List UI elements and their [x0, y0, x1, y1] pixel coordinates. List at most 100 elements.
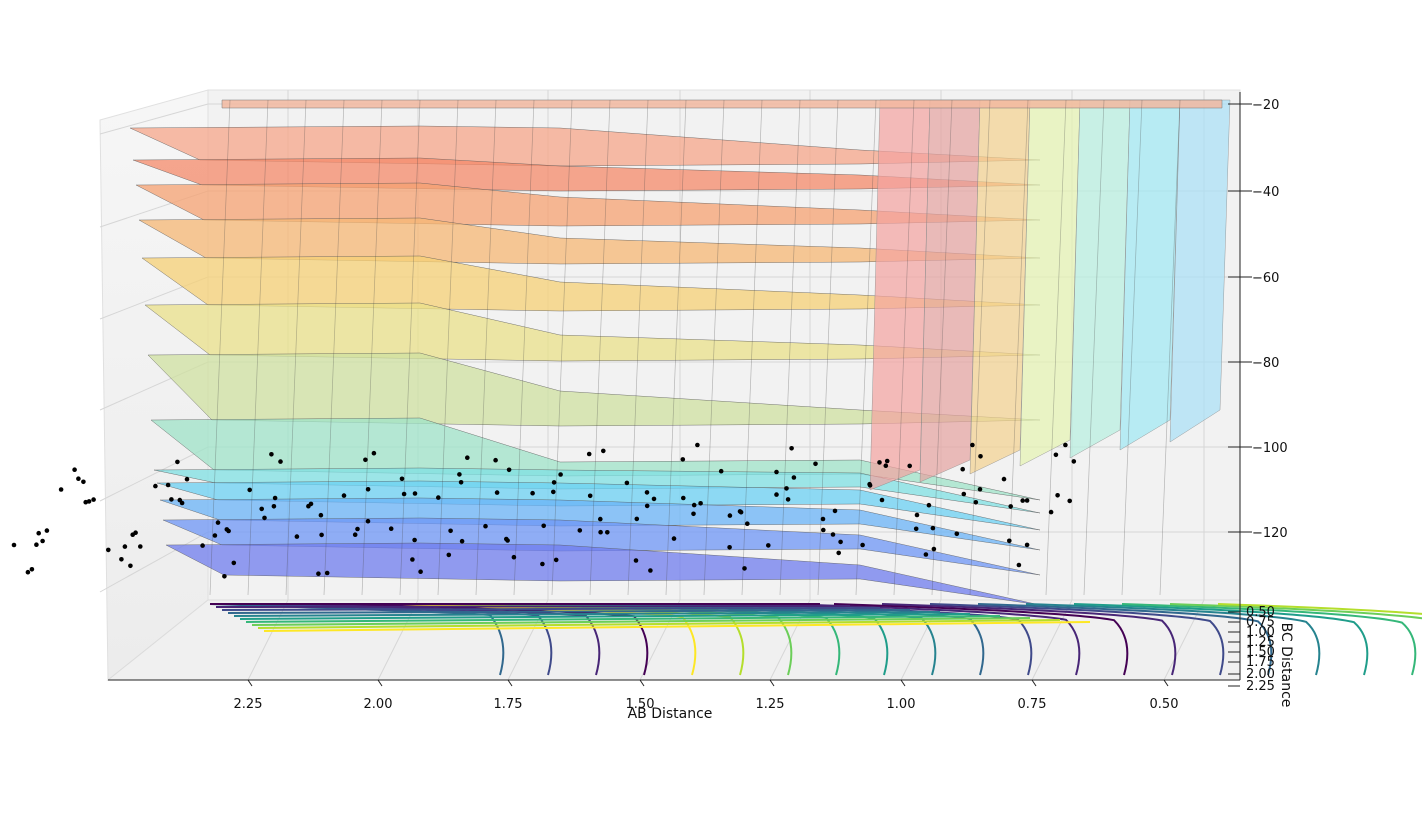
trajectory-point	[505, 538, 510, 543]
trajectory-point	[355, 526, 360, 532]
energy-surface	[129, 99, 1231, 606]
trajectory-point	[1020, 498, 1025, 503]
trajectory-point	[1048, 509, 1054, 515]
trajectory-point	[634, 516, 640, 522]
contour-trench-line	[257, 619, 1061, 629]
z-tick-label: −40	[1252, 185, 1279, 200]
x-tick-label: 1.00	[887, 697, 916, 712]
contour-line	[881, 603, 1177, 676]
trajectory-point	[262, 515, 267, 521]
contour-trench-line	[263, 621, 1091, 632]
surface-mesh-line	[551, 99, 573, 596]
z-tick-label: −120	[1252, 526, 1288, 541]
x-tick-label: 1.50	[626, 697, 655, 712]
trajectory-point	[1016, 562, 1022, 568]
trajectory-point	[540, 561, 545, 567]
trajectory-point	[836, 550, 841, 556]
x-grid-line-floor	[1163, 599, 1205, 681]
surface-mesh-line	[1121, 99, 1143, 596]
trajectory-point	[624, 480, 630, 486]
trajectory-point	[511, 554, 517, 560]
trajectory-point	[1063, 442, 1068, 448]
surface-mesh-line	[741, 99, 763, 596]
surface-mesh-line	[817, 99, 839, 596]
contour-trench-line	[233, 611, 941, 617]
contour-line	[1025, 603, 1321, 676]
trajectory-point	[1001, 476, 1007, 482]
trajectory-point	[1024, 498, 1030, 503]
trajectory-point	[153, 483, 158, 489]
surface-wall-panel	[969, 99, 1031, 475]
surface-rim	[221, 99, 1223, 109]
y-axis-ticks: 0.500.751.001.251.501.752.002.25	[1228, 605, 1275, 694]
y-tick-label: 1.50	[1246, 645, 1275, 660]
contour-line	[929, 603, 1225, 676]
surface-mesh-line	[1045, 99, 1067, 596]
trajectory-point	[978, 454, 983, 459]
x-tick-mark	[1163, 679, 1169, 687]
trajectory-point	[175, 459, 180, 465]
y-tick-label: 2.00	[1246, 667, 1275, 682]
y-tick-label: 2.25	[1246, 679, 1275, 694]
trajectory-point	[530, 490, 535, 496]
trajectory-point	[448, 528, 453, 534]
trajectory-point	[551, 480, 557, 485]
contour-line	[401, 603, 697, 676]
x-tick-label: 0.75	[1018, 697, 1047, 712]
trajectory-point	[412, 537, 417, 543]
trajectory-point	[215, 520, 221, 525]
trajectory-point	[1067, 498, 1072, 504]
z-tick-label: −100	[1252, 441, 1288, 456]
trajectory-point	[737, 509, 743, 514]
trajectory-point	[644, 503, 650, 509]
trajectory-point	[553, 557, 559, 563]
trajectory-points	[11, 442, 1077, 579]
trajectory-point	[388, 526, 394, 531]
x-tick-label: 1.75	[494, 697, 523, 712]
trajectory-point	[791, 475, 797, 480]
z-grid-line-left	[99, 446, 209, 502]
y-tick-label: 0.75	[1246, 615, 1275, 630]
surface-mesh-line	[779, 99, 801, 596]
surface-mesh-line	[1083, 99, 1105, 596]
x-grid-line-floor	[377, 599, 419, 681]
trajectory-point	[789, 446, 794, 451]
trajectory-point	[36, 530, 41, 536]
trajectory-point	[29, 567, 35, 572]
trajectory-point	[306, 503, 311, 509]
x-tick-mark	[769, 679, 775, 687]
trajectory-point	[1007, 538, 1012, 544]
trajectory-point	[259, 506, 265, 512]
trajectory-point	[271, 504, 277, 509]
trajectory-point	[745, 521, 750, 526]
trajectory-point	[644, 490, 650, 495]
trajectory-point	[930, 525, 936, 531]
trajectory-point	[200, 543, 205, 548]
trajectory-point	[830, 532, 836, 537]
contour-trench-line	[239, 613, 971, 620]
x-tick-mark	[377, 679, 383, 687]
trajectory-point	[977, 487, 983, 492]
trajectory-point	[914, 512, 920, 518]
surface-mesh-line	[1007, 99, 1029, 596]
trajectory-point	[247, 487, 252, 493]
y-tick-label: 1.00	[1246, 625, 1275, 640]
trajectory-point	[960, 466, 965, 472]
surface-wall-panel	[869, 99, 931, 491]
surface-mesh-line	[855, 99, 877, 596]
contour-line	[833, 603, 1129, 676]
trajectory-point	[973, 500, 979, 505]
trajectory-point	[821, 527, 826, 533]
trajectory-point	[365, 518, 371, 524]
trajectory-point	[961, 491, 967, 497]
trajectory-point	[269, 452, 274, 457]
contour-line	[1169, 603, 1422, 620]
surface-mesh-line	[665, 99, 687, 596]
trajectory-point	[363, 457, 368, 463]
surface-mesh-line	[513, 99, 535, 596]
surface-mesh-line	[1159, 99, 1181, 596]
trajectory-point	[371, 450, 377, 456]
z-grid-line-left	[99, 531, 209, 593]
surface-mesh-line	[703, 99, 725, 596]
